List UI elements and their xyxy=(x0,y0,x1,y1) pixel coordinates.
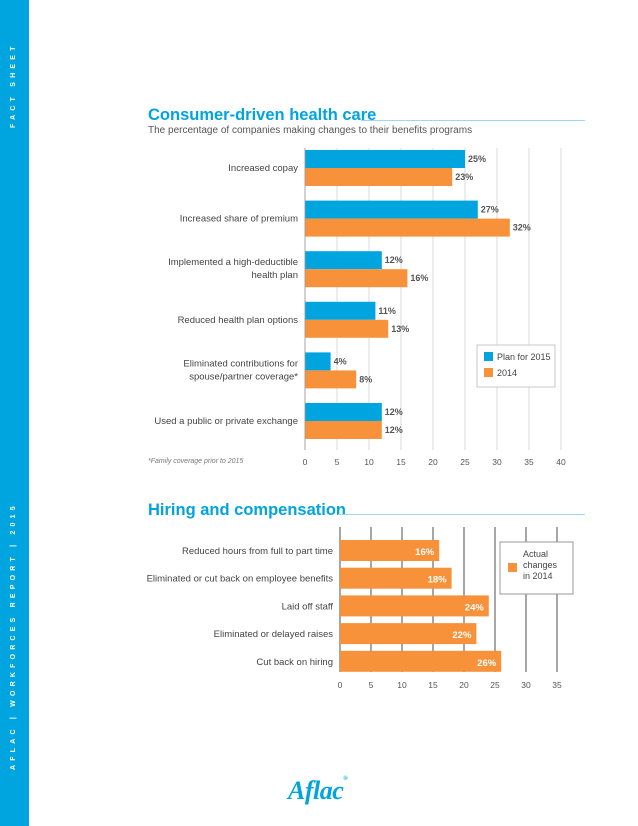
chart1-bar xyxy=(305,403,382,421)
chart1-x-tick-label: 30 xyxy=(492,457,502,467)
chart1-value-label: 12% xyxy=(385,425,403,435)
chart2-value-label: 18% xyxy=(428,575,448,586)
chart1-value-label: 16% xyxy=(410,273,428,283)
chart1-bar xyxy=(305,352,331,371)
chart1-value-label: 4% xyxy=(334,356,347,366)
chart2-title: Hiring and compensation xyxy=(148,501,347,519)
chart1-bar xyxy=(305,200,478,219)
chart2-value-label: 16% xyxy=(415,547,435,558)
chart1-title-rule xyxy=(361,120,585,121)
chart1-x-tick-label: 20 xyxy=(428,457,438,467)
chart2-legend-swatch xyxy=(508,563,517,572)
chart1-legend-swatch xyxy=(484,352,493,361)
chart1-value-label: 32% xyxy=(513,223,531,233)
chart1-footnote: *Family coverage prior to 2015 xyxy=(148,458,243,465)
chart2-title-rule xyxy=(338,514,585,515)
chart1-bar xyxy=(305,251,382,270)
chart2-category-label: Eliminated or delayed raises xyxy=(214,629,334,640)
chart1-x-tick-label: 15 xyxy=(396,457,406,467)
chart1-category-label: Increased share of premium xyxy=(180,214,298,225)
chart1-value-label: 12% xyxy=(385,255,403,265)
chart1-x-tick-label: 5 xyxy=(335,457,340,467)
chart1-x-tick-label: 35 xyxy=(524,457,534,467)
chart2-bar xyxy=(340,595,489,617)
chart1-category-label: Eliminated contributions for spouse/partn… xyxy=(183,358,298,382)
chart1-bar xyxy=(305,370,357,389)
chart1-bar xyxy=(305,218,510,237)
chart1-title: Consumer-driven health care xyxy=(148,106,377,124)
chart1-category-label: Reduced health plan options xyxy=(178,315,299,326)
chart1-x-tick-label: 40 xyxy=(556,457,566,467)
chart1-value-label: 23% xyxy=(455,172,473,182)
chart2-x-tick-label: 30 xyxy=(521,680,531,690)
chart1-subtitle: The percentage of companies making chang… xyxy=(148,125,473,136)
chart2-category-label: Eliminated or cut back on employee benef… xyxy=(147,574,334,585)
logo-text: Aflac xyxy=(288,776,344,805)
chart1-value-label: 13% xyxy=(391,324,409,334)
chart1-bar xyxy=(305,168,453,186)
chart1-category-label: Increased copay xyxy=(228,163,298,174)
chart2-bar xyxy=(340,623,477,645)
chart1-value-label: 27% xyxy=(481,205,499,215)
chart2-value-label: 26% xyxy=(477,658,497,669)
chart1-category-label: Implemented a high-deductible health plan xyxy=(168,257,298,281)
chart1-x-tick-label: 10 xyxy=(364,457,374,467)
chart2-value-label: 22% xyxy=(452,630,472,641)
chart1-value-label: 12% xyxy=(385,407,403,417)
chart2-bar xyxy=(340,567,452,589)
sidebar: FACT SHEET AFLAC | WORKFORCES REPORT | 2… xyxy=(0,0,29,826)
chart2-x-tick-label: 25 xyxy=(490,680,500,690)
chart1-value-label: 11% xyxy=(378,306,396,316)
chart1-category-label: Used a public or private exchange xyxy=(154,416,298,427)
chart2-x-tick-label: 35 xyxy=(552,680,562,690)
chart1-legend-swatch xyxy=(484,368,493,377)
chart1-x-tick-label: 0 xyxy=(303,457,308,467)
chart2-x-tick-label: 15 xyxy=(428,680,438,690)
chart1-bar xyxy=(305,269,408,288)
chart1-value-label: 25% xyxy=(468,154,486,164)
chart2-category-label: Laid off staff xyxy=(282,601,334,612)
chart2-x-tick-label: 10 xyxy=(397,680,407,690)
chart1-bar xyxy=(305,301,376,320)
aflac-logo: Aflac® xyxy=(288,776,348,805)
chart1-x-tick-label: 25 xyxy=(460,457,470,467)
chart2-category-label: Cut back on hiring xyxy=(256,657,333,668)
chart2-legend-label: Actual changes in 2014 xyxy=(523,549,558,581)
chart2-value-label: 24% xyxy=(465,602,485,613)
chart1-bar xyxy=(305,150,465,168)
chart2-category-label: Reduced hours from full to part time xyxy=(182,546,333,557)
chart1-value-label: 8% xyxy=(359,374,372,384)
chart2-x-tick-label: 0 xyxy=(338,680,343,690)
chart2-bar xyxy=(340,650,502,672)
chart1-bar xyxy=(305,421,382,439)
chart1-bar xyxy=(305,319,389,338)
chart1-legend-label: Plan for 2015 xyxy=(497,352,551,362)
chart2-x-tick-label: 20 xyxy=(459,680,469,690)
chart2-bar xyxy=(340,540,440,561)
chart1-legend-label: 2014 xyxy=(497,368,517,378)
chart2-x-tick-label: 5 xyxy=(369,680,374,690)
